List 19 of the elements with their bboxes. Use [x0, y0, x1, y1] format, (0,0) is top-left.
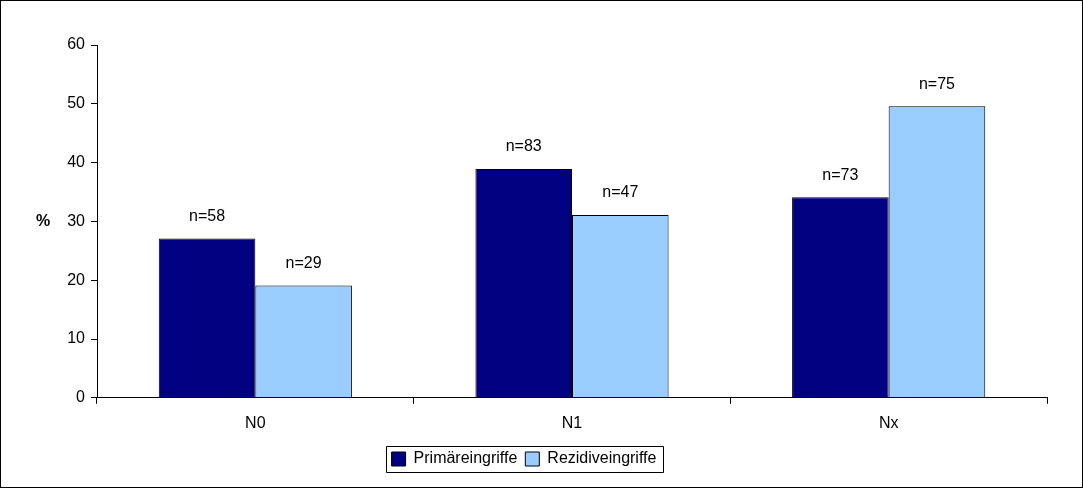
- y-tick-label: 40: [67, 153, 86, 171]
- x-tick-label: N1: [561, 413, 583, 431]
- annotation: n=83: [505, 137, 542, 155]
- annotation: n=58: [189, 206, 226, 224]
- annotation: n=73: [822, 165, 859, 183]
- legend-label: Rezidiveingriffe: [547, 449, 657, 467]
- x-tick-label: N0: [245, 413, 266, 431]
- y-axis-title: %: [35, 211, 51, 229]
- y-tick-label: 20: [67, 270, 86, 288]
- annotation: n=29: [285, 253, 322, 271]
- annotation: n=75: [918, 74, 956, 92]
- y-tick-label: 50: [67, 94, 86, 112]
- annotation: n=47: [602, 183, 639, 201]
- y-tick-label: 30: [67, 211, 86, 229]
- x-tick-label: Nx: [878, 413, 899, 431]
- y-tick-label: 60: [67, 35, 86, 53]
- y-tick-label: 10: [67, 329, 86, 347]
- y-tick-label: 0: [76, 388, 86, 406]
- legend-label: Primäreingriffe: [413, 449, 518, 467]
